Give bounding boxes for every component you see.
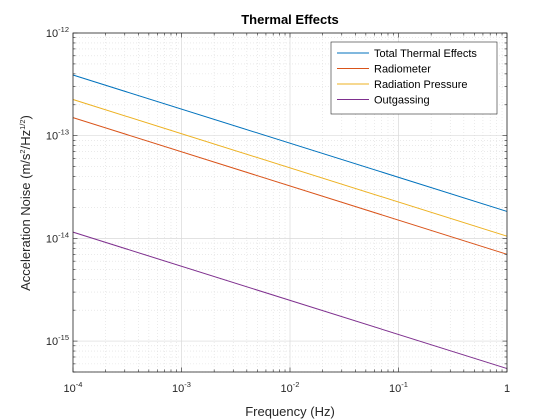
legend-box (330, 41, 498, 115)
series-line-outgassing (72, 231, 508, 370)
series-line-total-thermal-effects (72, 74, 508, 212)
y-tick-label: 10-13 (46, 128, 69, 143)
y-axis-label: Acceleration Noise (m/s2/Hz1/2) (18, 115, 33, 291)
legend-label: Outgassing (374, 95, 430, 107)
y-tick-label: 10-12 (46, 25, 69, 40)
y-tick-label: 10-15 (46, 333, 69, 348)
axis-ticks (72, 32, 508, 373)
x-tick-label: 10-1 (389, 380, 408, 395)
series-lines (72, 74, 508, 370)
legend-label: Total Thermal Effects (374, 48, 477, 60)
x-tick-label: 10-2 (281, 380, 300, 395)
legend: Total Thermal Effects Radiometer Radiation… (330, 41, 498, 115)
legend-label: Radiometer (374, 64, 431, 76)
x-tick-label: 10-3 (172, 380, 191, 395)
grid-lines (72, 32, 508, 373)
x-axis-label: Frequency (Hz) (245, 404, 335, 419)
y-tick-label: 10-14 (46, 230, 69, 245)
chart-title: Thermal Effects (241, 12, 339, 27)
series-line-radiation-pressure (72, 99, 508, 237)
x-tick-labels: 10-4 10-3 10-2 10-1 1 (64, 380, 511, 395)
legend-label: Radiation Pressure (374, 79, 468, 91)
x-tick-label: 1 (504, 383, 510, 395)
series-line-radiometer (72, 117, 508, 255)
y-tick-labels: 10-15 10-14 10-13 10-12 (46, 25, 69, 348)
x-tick-label: 10-4 (64, 380, 83, 395)
